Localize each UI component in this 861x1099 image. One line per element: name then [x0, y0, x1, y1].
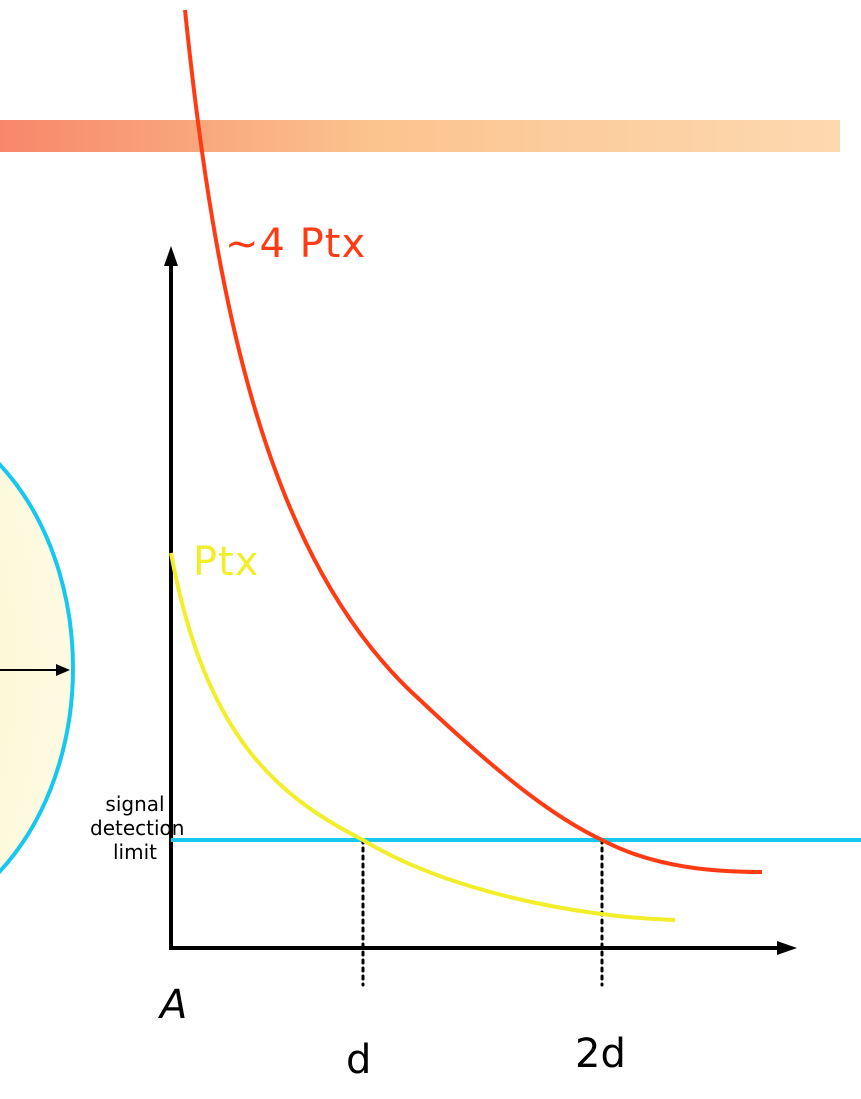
x-axis-arrowhead — [777, 941, 797, 955]
curve-ptx — [169, 552, 676, 922]
x-tick-label-d: d — [346, 1037, 372, 1083]
header-band — [0, 120, 840, 152]
transmission-range-circle — [0, 461, 75, 875]
origin-label: A — [160, 982, 188, 1028]
y-axis-arrowhead — [164, 246, 178, 266]
curve-4ptx — [183, 9, 763, 874]
curve-ptx-label: Ptx — [193, 539, 260, 585]
x-tick-label-2d: 2d — [575, 1031, 626, 1077]
curve-4ptx-label: ~4 Ptx — [225, 221, 367, 267]
detection-limit-label: signal detection limit — [90, 792, 185, 864]
radius-arrow-head — [56, 664, 70, 676]
